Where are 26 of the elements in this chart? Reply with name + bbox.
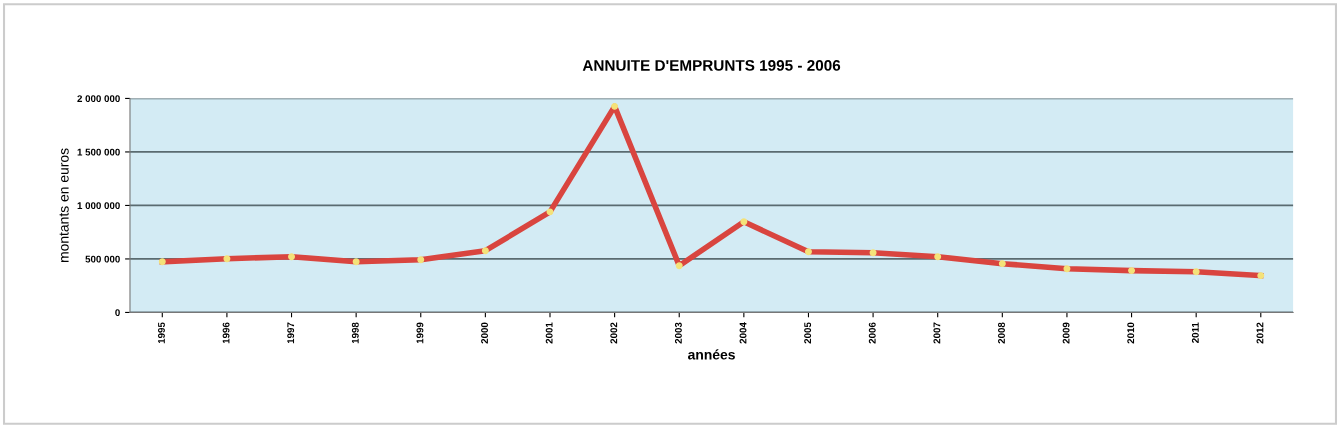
x-tick-label: 2008 (998, 322, 1005, 344)
x-tick-label: 2004 (739, 322, 747, 344)
x-tick-label: 2006 (868, 322, 876, 344)
x-tick-label: 2012 (1256, 322, 1264, 344)
x-tick-label: 1999 (416, 322, 424, 344)
y-tick-label: 1 000 000 (77, 202, 120, 210)
y-tick-label: 500 000 (85, 255, 120, 263)
x-tick-label: 2003 (674, 322, 682, 344)
x-tick-label: 2000 (481, 322, 488, 344)
y-tick-label: 2 000 000 (77, 95, 120, 103)
x-tick-label: 1995 (158, 322, 165, 344)
y-tick-label: 1 500 000 (77, 148, 120, 156)
x-tick-label: 2005 (804, 322, 812, 344)
chart-title: ANNUITE D'EMPRUNTS 1995 - 2006 (582, 59, 841, 71)
x-tick-label: 2002 (610, 322, 618, 344)
x-tick-label: 1998 (351, 322, 359, 344)
y-axis-title: montants en euros (59, 148, 69, 263)
x-tick-label: 1997 (287, 322, 295, 344)
x-tick-label: 2011 (1191, 322, 1199, 343)
x-tick-label: 2001 (545, 322, 553, 344)
x-axis-title: années (688, 349, 735, 360)
y-tick-label: 0 (115, 309, 120, 317)
x-tick-label: 2007 (933, 322, 941, 344)
x-tick-label: 2009 (1062, 322, 1070, 344)
x-tick-label: 1996 (222, 322, 230, 344)
x-tick-label: 2010 (1127, 322, 1135, 344)
